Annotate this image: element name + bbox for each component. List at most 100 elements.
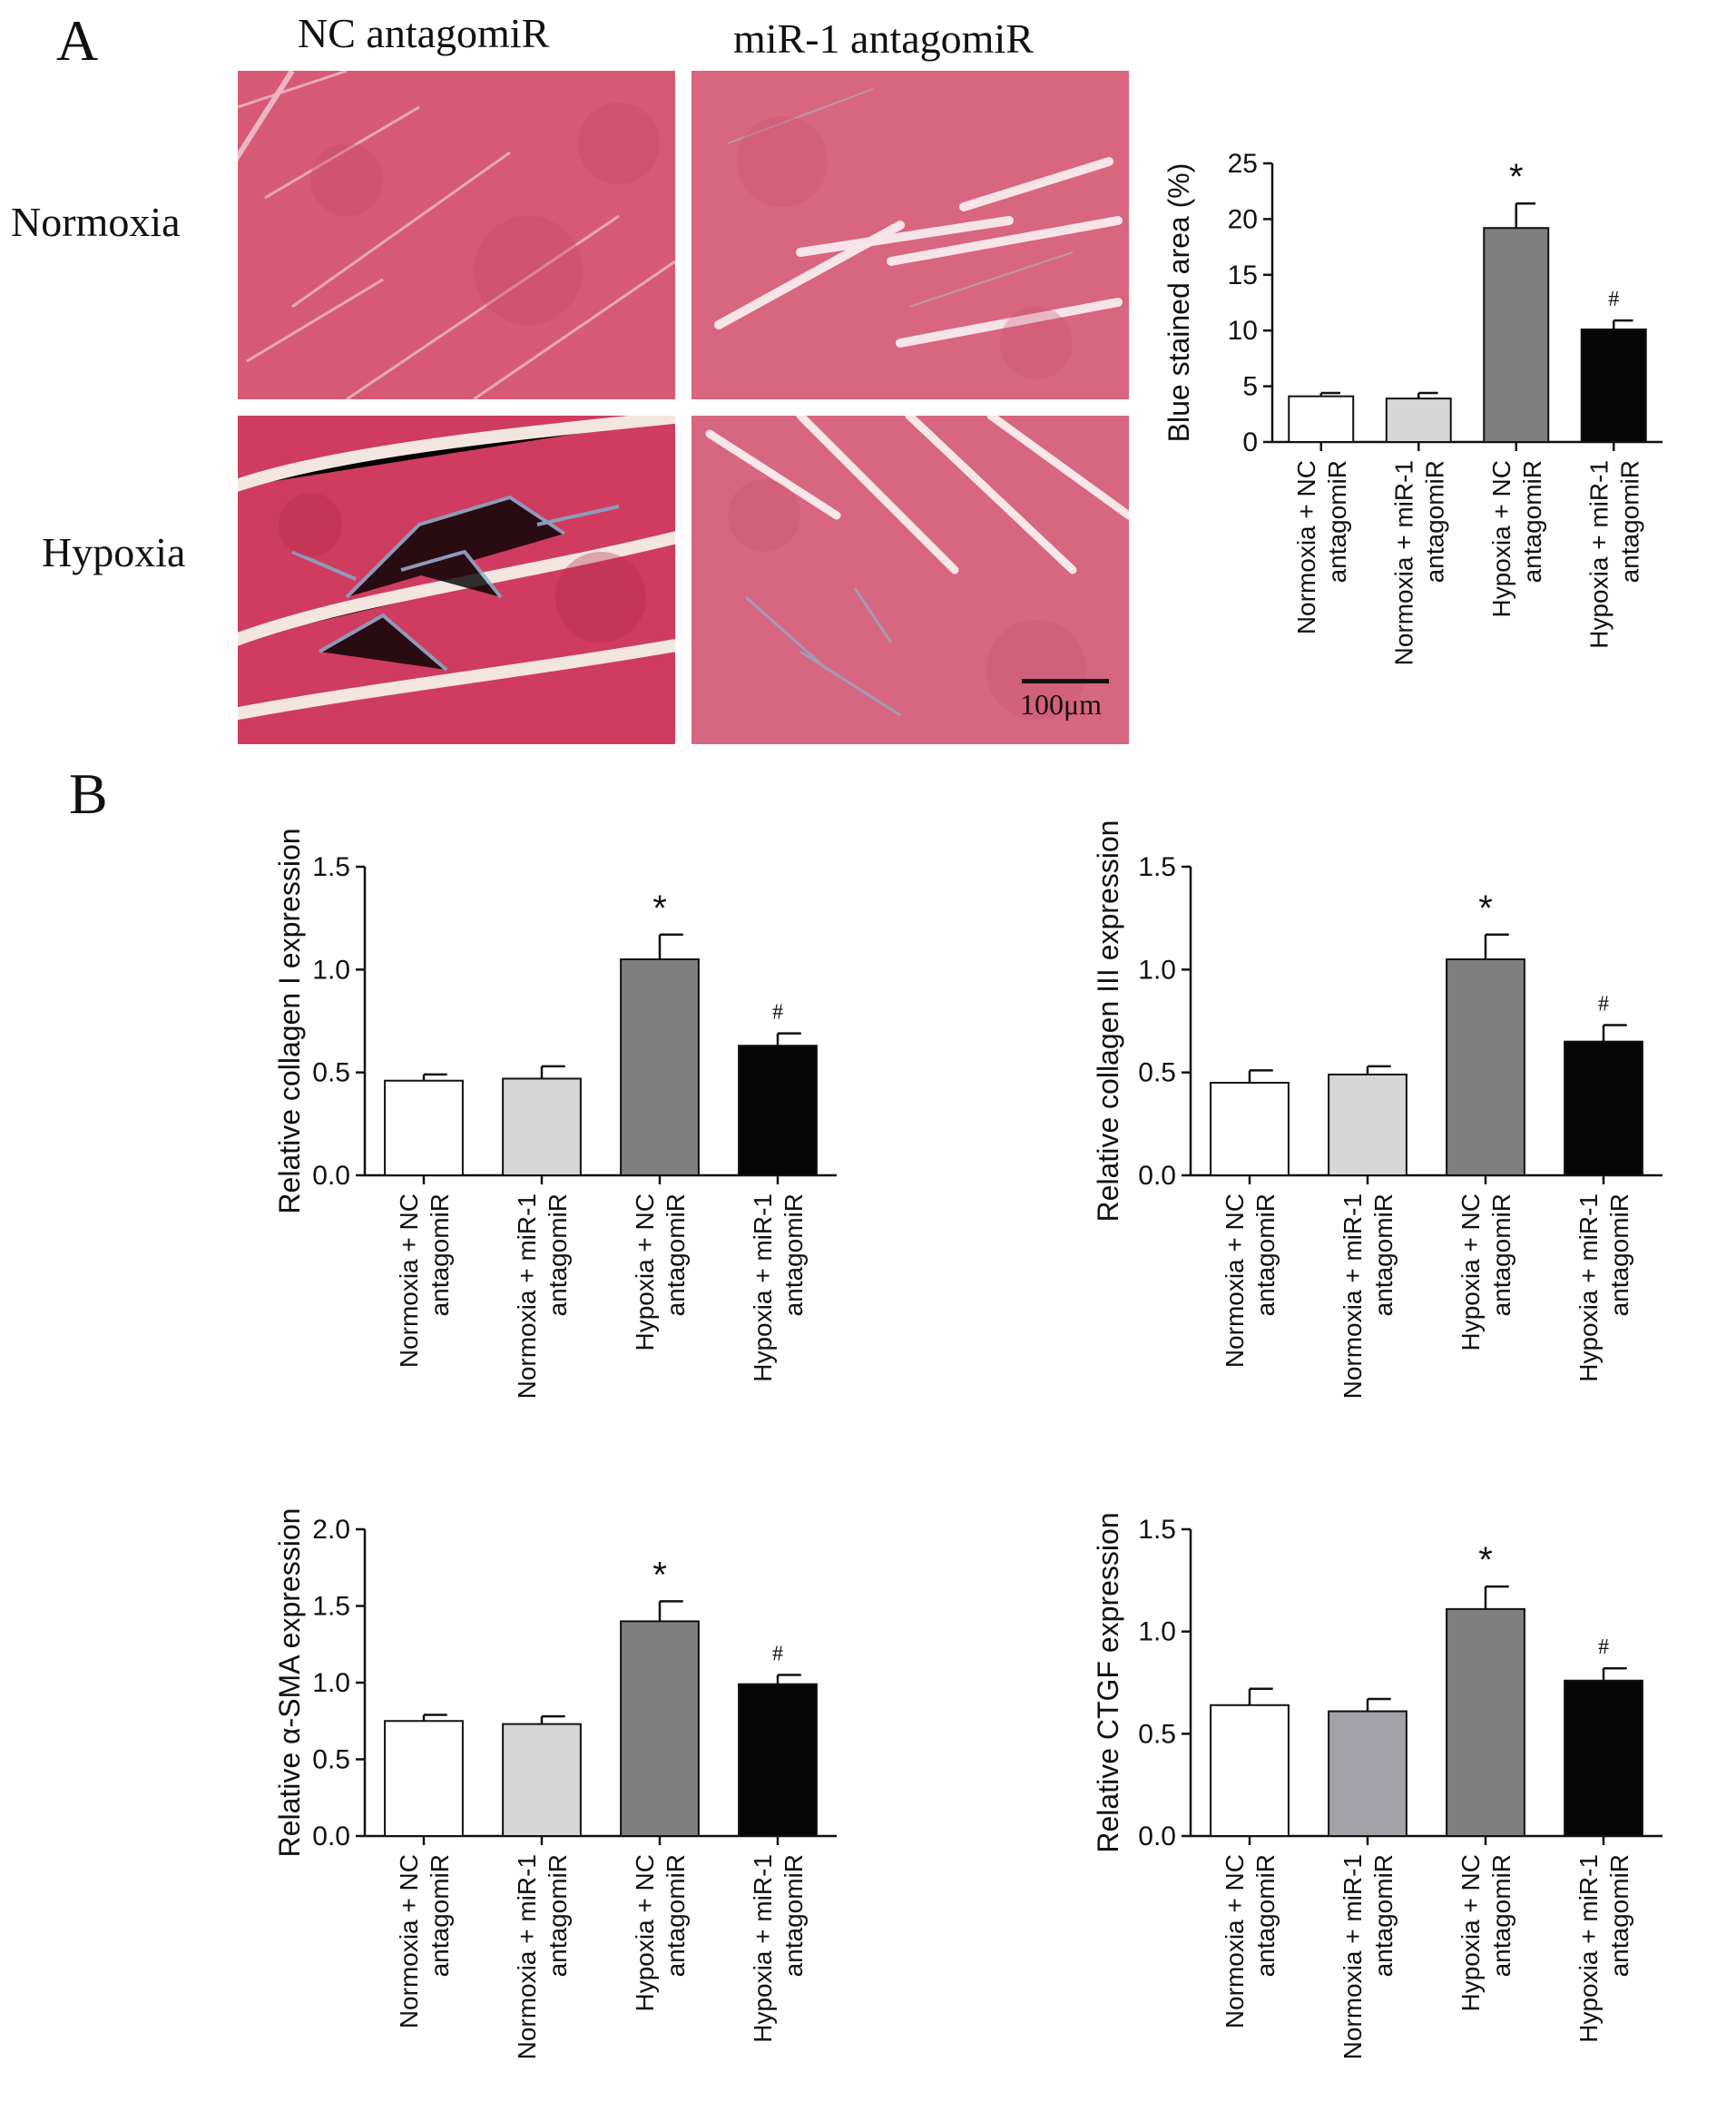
y-tick-label: 1.0 <box>312 955 350 985</box>
y-tick-label: 0.5 <box>1138 1719 1176 1749</box>
x-category-label-line: antagomiR <box>1615 460 1643 583</box>
bar <box>1210 1704 1290 1837</box>
chart-svg-ctgf: 0.0 0.5 1.0 1.5 Relative CTGF expression Norm… <box>1092 1512 1662 2059</box>
y-tick-label: 10 <box>1228 316 1258 346</box>
x-category-label-line: Hypoxia + miR-1 <box>749 1854 777 2043</box>
x-category-label-line: Hypoxia + NC <box>631 1193 659 1351</box>
x-category-label-line: antagomiR <box>426 1193 454 1316</box>
x-category-label-line: antagomiR <box>1487 1854 1515 1977</box>
chart-alpha-sma: 0.0 0.5 1.0 1.5 2.0 Relative α-SMA expression… <box>263 1443 844 2115</box>
y-tick-label: 0 <box>1242 427 1258 457</box>
x-category-label-line: antagomiR <box>1369 1193 1398 1316</box>
x-category-label: Hypoxia + NC antagomiR <box>631 1193 690 1351</box>
y-tick-label: 0.0 <box>312 1161 350 1191</box>
panel-a-letter: A <box>56 8 99 73</box>
scale-bar-label: 100μm <box>1020 688 1103 721</box>
significance-mark: # <box>772 1001 783 1025</box>
chart-collagen-iii: 0.0 0.5 1.0 1.5 Relative collagen III expres… <box>1073 781 1662 1416</box>
row-header-normoxia: Normoxia <box>11 199 181 245</box>
x-category-label-line: Normoxia + NC <box>395 1854 423 2028</box>
x-category-label-line: Hypoxia + NC <box>1456 1854 1485 2012</box>
bar <box>1385 398 1452 443</box>
chart-svg-blue-stained-area: 0 5 10 15 20 25 Blue stained area (%) Normoxia … <box>1162 149 1662 665</box>
x-category-label-line: Normoxia + NC <box>395 1193 423 1368</box>
micrograph-hypoxia-mir1 <box>691 416 1129 744</box>
x-category-label: Normoxia + NC antagomiR <box>1221 1854 1280 2028</box>
significance-mark: # <box>1598 1635 1609 1659</box>
x-category-label-line: Normoxia + miR-1 <box>1389 460 1417 665</box>
bar <box>1564 1040 1643 1176</box>
bar <box>1328 1073 1407 1176</box>
x-category-label: Hypoxia + miR-1 antagomiR <box>1584 460 1643 649</box>
x-category-label-line: Hypoxia + miR-1 <box>1574 1854 1603 2043</box>
panel-b-letter: B <box>69 761 108 826</box>
y-tick-label: 0.5 <box>312 1745 350 1775</box>
x-category-label-line: antagomiR <box>1251 1854 1280 1977</box>
y-tick-label: 1.0 <box>1138 1617 1176 1647</box>
significance-mark: * <box>652 1555 667 1595</box>
y-tick-label: 0.0 <box>1138 1822 1176 1851</box>
x-category-label-line: antagomiR <box>1605 1193 1633 1316</box>
bar <box>1564 1679 1643 1837</box>
chart-ctgf: 0.0 0.5 1.0 1.5 Relative CTGF expression Norm… <box>1073 1443 1662 2115</box>
x-category-label-line: antagomiR <box>1251 1193 1280 1316</box>
y-tick-label: 25 <box>1228 149 1258 179</box>
x-category-label: Normoxia + miR-1 antagomiR <box>513 1854 572 2059</box>
y-tick-label: 5 <box>1242 372 1258 402</box>
x-category-label-line: antagomiR <box>544 1854 572 1977</box>
x-category-label-line: Hypoxia + miR-1 <box>1574 1193 1603 1382</box>
y-tick-label: 1.5 <box>312 1592 350 1622</box>
bar <box>384 1079 464 1177</box>
x-category-label-line: Normoxia + miR-1 <box>1339 1854 1367 2059</box>
y-tick-label: 1.0 <box>1138 955 1176 985</box>
x-category-label: Normoxia + miR-1 antagomiR <box>1389 460 1448 665</box>
x-category-label-line: Hypoxia + NC <box>1487 460 1515 618</box>
x-category-label-line: antagomiR <box>426 1854 454 1977</box>
bar <box>502 1077 582 1177</box>
significance-mark: * <box>1478 889 1493 928</box>
y-tick-label: 0.5 <box>312 1058 350 1088</box>
x-category-label-line: Normoxia + NC <box>1221 1193 1249 1368</box>
row-header-hypoxia: Hypoxia <box>42 529 186 575</box>
x-category-label: Hypoxia + NC antagomiR <box>1456 1193 1515 1351</box>
y-tick-label: 0.5 <box>1138 1058 1176 1088</box>
y-tick-label: 1.5 <box>1138 852 1176 882</box>
bar <box>1580 328 1647 443</box>
x-category-label-line: Hypoxia + miR-1 <box>1584 460 1613 649</box>
x-category-label-line: antagomiR <box>1518 460 1546 583</box>
x-category-label: Hypoxia + NC antagomiR <box>631 1854 690 2012</box>
bar <box>620 1620 700 1837</box>
y-tick-label: 15 <box>1228 260 1258 290</box>
x-category-label-line: antagomiR <box>1420 460 1448 583</box>
significance-mark: * <box>1478 1540 1493 1580</box>
column-header-nc-antagomir: NC antagomiR <box>298 10 550 56</box>
y-tick-label: 0.0 <box>1138 1161 1176 1191</box>
bar <box>620 958 700 1176</box>
x-category-label: Normoxia + NC antagomiR <box>395 1854 454 2028</box>
significance-mark: # <box>772 1643 783 1666</box>
x-category-label: Hypoxia + NC antagomiR <box>1487 460 1546 618</box>
x-category-label-line: Normoxia + miR-1 <box>513 1854 541 2059</box>
y-axis-label: Relative CTGF expression <box>1092 1512 1124 1852</box>
chart-svg-collagen-iii: 0.0 0.5 1.0 1.5 Relative collagen III expres… <box>1092 820 1662 1399</box>
bar <box>384 1720 464 1837</box>
y-axis-label: Relative collagen III expression <box>1092 820 1124 1223</box>
bar <box>738 1045 818 1177</box>
bar <box>1446 958 1525 1176</box>
bar <box>502 1723 582 1838</box>
y-tick-label: 1.5 <box>312 852 350 882</box>
x-category-label: Normoxia + miR-1 antagomiR <box>1339 1854 1398 2059</box>
significance-mark: * <box>652 889 667 928</box>
bar <box>1483 227 1550 443</box>
significance-mark: # <box>1608 288 1619 311</box>
x-category-label-line: Normoxia + miR-1 <box>1339 1193 1367 1399</box>
x-category-label: Hypoxia + miR-1 antagomiR <box>1574 1193 1633 1382</box>
micrograph-hypoxia-nc <box>238 416 675 744</box>
y-tick-label: 1.0 <box>312 1668 350 1698</box>
x-category-label-line: Hypoxia + NC <box>1456 1193 1485 1351</box>
x-category-label-line: Normoxia + miR-1 <box>513 1193 541 1399</box>
micrograph-normoxia-mir1 <box>691 71 1129 399</box>
x-category-label-line: antagomiR <box>544 1193 572 1316</box>
x-category-label: Hypoxia + NC antagomiR <box>1456 1854 1515 2012</box>
